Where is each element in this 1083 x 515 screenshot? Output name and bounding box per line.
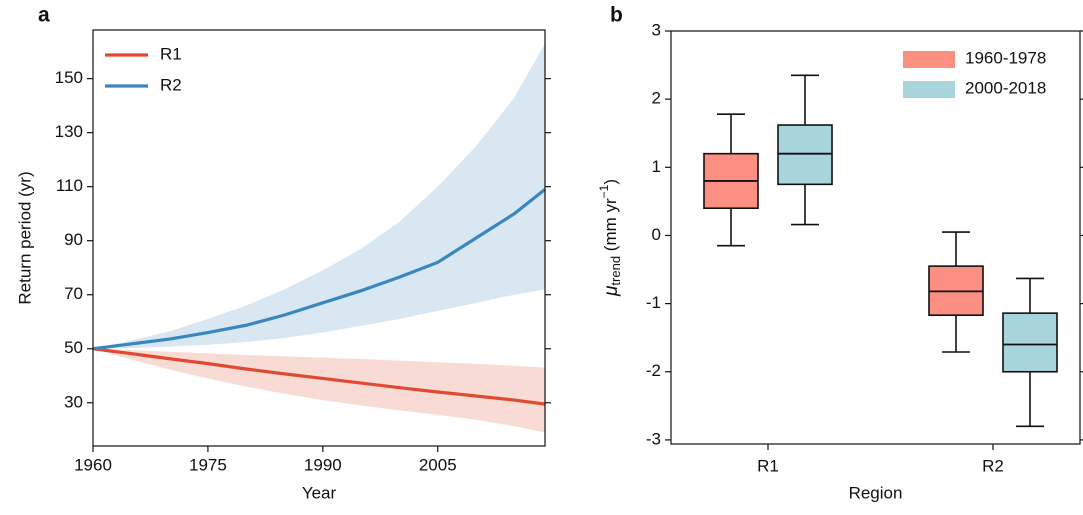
y-label-unit: (mm yr: [601, 198, 620, 256]
legend-swatch: [903, 51, 955, 68]
y-axis-label: μtrend (mm yr−1): [597, 179, 623, 297]
legend-label: 2000-2018: [965, 78, 1046, 97]
y-tick-label: 110: [56, 176, 83, 195]
y-tick-label: 30: [64, 392, 83, 411]
legend-swatch: [903, 81, 955, 98]
box: [1002, 312, 1058, 373]
line: [92, 347, 546, 406]
panel-label: a: [38, 4, 50, 27]
x-tick-label: 1990: [304, 455, 342, 474]
y-tick-label: 2: [652, 89, 661, 108]
legend-label: 1960-1978: [965, 48, 1046, 67]
y-tick-label: 1: [652, 157, 661, 176]
confidence-band: [93, 43, 545, 349]
y-tick-label: -1: [646, 293, 661, 312]
line: [92, 188, 546, 351]
panel-label: b: [610, 4, 623, 27]
legend-label: R1: [160, 44, 182, 63]
x-tick-label: R1: [757, 456, 779, 475]
box: [777, 124, 833, 186]
y-label-superscript: −1: [597, 184, 611, 198]
legend-label: R2: [160, 75, 182, 94]
axes-frame: [670, 30, 1081, 445]
x-axis-label: Region: [849, 483, 903, 502]
y-tick-label: 90: [64, 230, 83, 249]
y-tick-label: -2: [646, 361, 661, 380]
y-label-symbol: μ: [601, 285, 622, 297]
y-tick-label: 0: [652, 225, 661, 244]
x-tick-label: 2005: [419, 455, 457, 474]
y-tick-label: -3: [646, 429, 661, 448]
y-tick-label: 150: [55, 68, 83, 87]
y-label-close: ): [601, 179, 620, 185]
y-tick-label: 130: [55, 122, 83, 141]
x-tick-label: R2: [982, 456, 1004, 475]
x-tick-label: 1960: [74, 455, 112, 474]
confidence-band: [93, 348, 545, 433]
y-label-subscript: trend: [608, 256, 623, 286]
y-tick-label: 3: [652, 20, 661, 39]
x-tick-label: 1975: [189, 455, 227, 474]
y-axis-label: Return period (yr): [15, 171, 34, 304]
y-tick-label: 50: [64, 338, 83, 357]
y-tick-label: 70: [64, 284, 83, 303]
x-axis-label: Year: [302, 483, 337, 502]
axes-frame: [92, 29, 546, 447]
